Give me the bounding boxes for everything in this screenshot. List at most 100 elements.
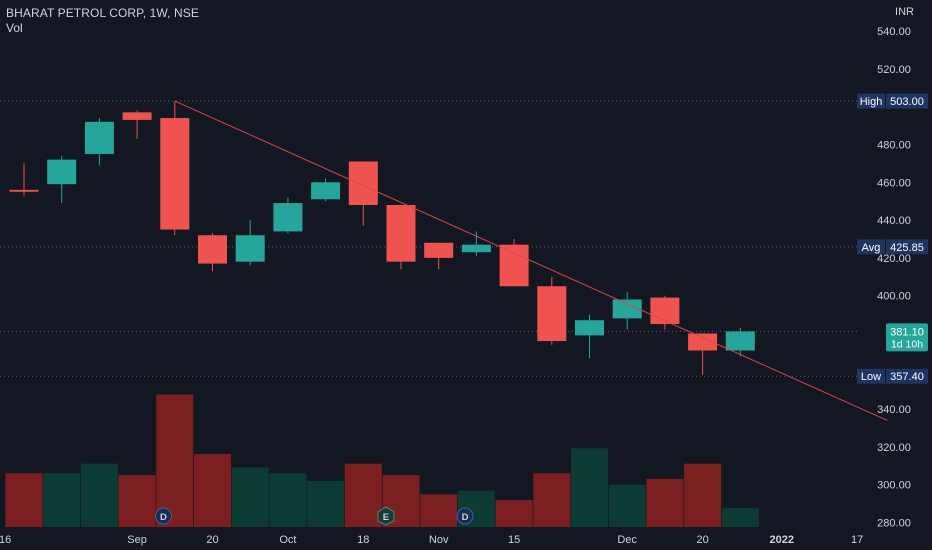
badge-avg: Avg 425.85: [857, 239, 928, 255]
badge-name-bg: [857, 239, 885, 255]
badge-value-bg: [886, 93, 928, 109]
candle: [9, 163, 39, 196]
x-axis: 16 Sep 20 Oct 18 Nov 15 Dec 20 2022 17: [0, 534, 863, 546]
volume-bar: [269, 473, 307, 527]
candle: [348, 161, 378, 226]
candle: [386, 204, 416, 270]
candle: [688, 333, 718, 376]
candle-body: [273, 203, 303, 232]
y-tick-label: 440.00: [877, 215, 911, 227]
x-tick-label: 20: [696, 534, 708, 546]
x-tick-label: Nov: [429, 534, 449, 546]
candle: [499, 239, 529, 287]
candle-body: [9, 189, 39, 192]
candle: [575, 314, 604, 359]
chart-title: BHARAT PETROL CORP, 1W, NSE: [6, 6, 199, 20]
x-tick-label: 16: [0, 534, 11, 546]
x-tick-label: 15: [508, 534, 520, 546]
badge-name: Avg: [862, 242, 881, 254]
candle: [461, 231, 491, 257]
y-tick-label: 300.00: [877, 480, 911, 492]
volume-bar: [5, 473, 43, 527]
volume-indicator-label[interactable]: Vol: [6, 21, 23, 35]
candle-body: [650, 297, 680, 325]
badge-value-bg: [886, 368, 928, 384]
candle-body: [311, 182, 341, 200]
y-axis: 540.00 520.00 480.00 460.00 440.00 420.00 400.…: [877, 26, 911, 529]
candle: [612, 291, 642, 330]
volume-bar: [420, 494, 458, 527]
volume-bar: [646, 479, 684, 527]
volume-bar: [118, 475, 156, 527]
candle-body: [612, 299, 642, 319]
event-marker-label: E: [383, 512, 389, 523]
volume-bar: [344, 463, 382, 527]
badge-value: 357.40: [890, 371, 924, 383]
y-tick-label: 400.00: [877, 291, 911, 303]
badge-value: 425.85: [890, 242, 924, 254]
candle-body: [725, 331, 755, 351]
candle-body: [348, 161, 378, 205]
badge-high: High 503.00: [857, 93, 928, 109]
candle: [84, 118, 114, 166]
candle: [537, 276, 567, 345]
candle-body: [424, 242, 454, 258]
y-tick-label: 320.00: [877, 442, 911, 454]
x-tick-label: Sep: [127, 534, 147, 546]
candle: [424, 242, 454, 270]
earnings-icon: [377, 506, 395, 526]
candle-body: [386, 204, 416, 262]
candles: [9, 101, 755, 376]
trendline: [174, 100, 888, 421]
volume-bar: [684, 463, 722, 527]
volume-bar: [608, 484, 646, 527]
dividend-marker[interactable]: D: [154, 507, 172, 525]
candle-body: [575, 320, 604, 336]
candle-body: [235, 235, 265, 262]
y-tick-label: 480.00: [877, 140, 911, 152]
candle: [198, 233, 227, 272]
dividend-icon: [456, 507, 474, 525]
x-tick-label: 18: [357, 534, 369, 546]
badge-value: 503.00: [890, 96, 924, 108]
dividend-icon: [154, 507, 172, 525]
badge-name: High: [860, 96, 883, 108]
x-tick-label: 17: [851, 534, 863, 546]
candle-body: [198, 235, 227, 264]
badge-name-bg: [857, 93, 885, 109]
event-marker-label: D: [462, 512, 469, 523]
badge-name-bg: [857, 368, 885, 384]
candle: [725, 327, 755, 357]
last-price-bg: [886, 323, 928, 352]
candle-body: [47, 159, 77, 185]
y-tick-label: 340.00: [877, 404, 911, 416]
volume-bar: [571, 448, 608, 527]
event-marker-label: D: [160, 512, 167, 523]
candle-body: [461, 244, 491, 253]
candle: [273, 197, 303, 234]
volume-bar: [495, 500, 533, 527]
y-tick-label: 460.00: [877, 177, 911, 189]
candle-body: [537, 286, 567, 342]
candle: [650, 295, 680, 330]
volume-bar: [80, 463, 118, 527]
x-tick-label: Oct: [279, 534, 296, 546]
candle-body: [84, 121, 114, 154]
last-price-value: 381.10: [890, 326, 924, 338]
badge-name: Low: [861, 371, 881, 383]
candle: [122, 110, 152, 139]
volume-bar: [43, 473, 81, 527]
badge-value-bg: [886, 239, 928, 255]
last-price-countdown: 1d 10h: [891, 338, 923, 350]
candle: [47, 155, 77, 204]
y-tick-label: 540.00: [877, 26, 911, 38]
x-tick-label: 20: [206, 534, 218, 546]
candle: [160, 101, 190, 236]
volume-bar: [721, 507, 759, 527]
candle-body: [499, 244, 529, 287]
candle-body: [688, 333, 718, 351]
dividend-marker[interactable]: D: [456, 507, 474, 525]
earnings-marker[interactable]: E: [377, 506, 395, 526]
